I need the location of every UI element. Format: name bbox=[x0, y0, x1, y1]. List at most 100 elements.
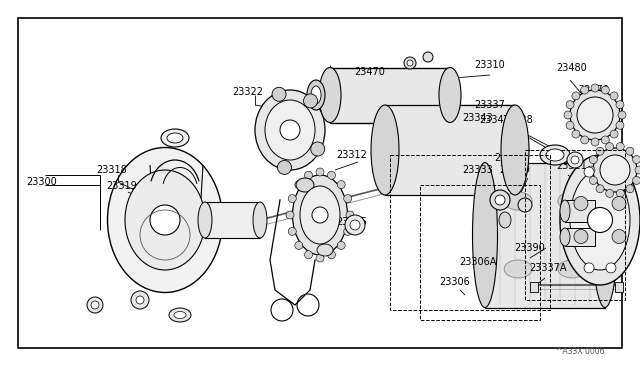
Text: 23343: 23343 bbox=[479, 115, 510, 125]
Ellipse shape bbox=[570, 170, 630, 270]
Ellipse shape bbox=[584, 167, 594, 177]
Text: 23470: 23470 bbox=[579, 85, 609, 95]
Ellipse shape bbox=[300, 186, 340, 244]
Ellipse shape bbox=[540, 145, 570, 165]
Bar bbox=[485, 163, 605, 308]
Ellipse shape bbox=[580, 136, 589, 144]
Ellipse shape bbox=[371, 105, 399, 195]
Text: 23465: 23465 bbox=[337, 217, 367, 227]
Ellipse shape bbox=[612, 230, 626, 244]
Text: 23337A: 23337A bbox=[529, 263, 567, 273]
Ellipse shape bbox=[288, 195, 296, 202]
Ellipse shape bbox=[567, 152, 583, 168]
Ellipse shape bbox=[560, 155, 640, 285]
Ellipse shape bbox=[570, 90, 620, 140]
Ellipse shape bbox=[295, 180, 303, 189]
Ellipse shape bbox=[602, 86, 609, 94]
Text: 23333: 23333 bbox=[463, 165, 493, 175]
Ellipse shape bbox=[292, 175, 348, 255]
Text: 23319: 23319 bbox=[107, 181, 138, 191]
Ellipse shape bbox=[618, 111, 626, 119]
Ellipse shape bbox=[328, 251, 335, 259]
Bar bbox=[330, 68, 450, 123]
Text: 23318: 23318 bbox=[97, 165, 127, 175]
Ellipse shape bbox=[198, 202, 212, 238]
Bar bbox=[390, 155, 550, 310]
Ellipse shape bbox=[345, 215, 365, 235]
Ellipse shape bbox=[167, 133, 183, 143]
Ellipse shape bbox=[574, 230, 588, 244]
Ellipse shape bbox=[337, 180, 345, 189]
Ellipse shape bbox=[314, 216, 336, 234]
Ellipse shape bbox=[288, 227, 296, 235]
Ellipse shape bbox=[328, 171, 335, 179]
Ellipse shape bbox=[546, 149, 564, 161]
Ellipse shape bbox=[344, 227, 352, 235]
Ellipse shape bbox=[305, 251, 312, 259]
Ellipse shape bbox=[596, 147, 604, 155]
Ellipse shape bbox=[319, 67, 341, 122]
Ellipse shape bbox=[404, 57, 416, 69]
Ellipse shape bbox=[587, 166, 595, 174]
Ellipse shape bbox=[253, 202, 267, 238]
Bar bbox=[385, 105, 515, 195]
Ellipse shape bbox=[571, 156, 579, 164]
Ellipse shape bbox=[616, 121, 624, 129]
Ellipse shape bbox=[316, 254, 324, 262]
Bar bbox=[525, 150, 625, 300]
Ellipse shape bbox=[560, 200, 570, 222]
Ellipse shape bbox=[612, 196, 626, 211]
Text: 23480: 23480 bbox=[557, 63, 588, 73]
Ellipse shape bbox=[350, 220, 360, 230]
Ellipse shape bbox=[588, 208, 612, 232]
Ellipse shape bbox=[504, 260, 532, 278]
Ellipse shape bbox=[346, 211, 354, 219]
Ellipse shape bbox=[632, 176, 640, 185]
Ellipse shape bbox=[558, 192, 586, 210]
Ellipse shape bbox=[589, 176, 597, 185]
Text: 23306A: 23306A bbox=[460, 257, 497, 267]
Text: 23390: 23390 bbox=[515, 243, 545, 253]
Ellipse shape bbox=[501, 105, 529, 195]
Ellipse shape bbox=[560, 228, 570, 246]
Bar bbox=[420, 185, 540, 320]
Ellipse shape bbox=[593, 163, 618, 308]
Ellipse shape bbox=[574, 196, 588, 211]
Ellipse shape bbox=[566, 121, 574, 129]
Bar bbox=[18, 18, 622, 348]
Ellipse shape bbox=[616, 189, 625, 198]
Ellipse shape bbox=[286, 211, 294, 219]
Ellipse shape bbox=[610, 92, 618, 100]
Text: 23470: 23470 bbox=[355, 67, 385, 77]
Bar bbox=[565, 228, 595, 246]
Ellipse shape bbox=[295, 241, 303, 249]
Ellipse shape bbox=[278, 160, 291, 174]
Ellipse shape bbox=[150, 205, 180, 235]
Ellipse shape bbox=[125, 170, 205, 270]
Ellipse shape bbox=[439, 67, 461, 122]
Text: 23312: 23312 bbox=[337, 150, 367, 160]
Ellipse shape bbox=[626, 185, 634, 193]
Ellipse shape bbox=[558, 260, 586, 278]
Ellipse shape bbox=[577, 97, 613, 133]
Ellipse shape bbox=[626, 147, 634, 155]
Ellipse shape bbox=[91, 301, 99, 309]
Text: 23337: 23337 bbox=[475, 100, 506, 110]
Text: 23338: 23338 bbox=[502, 115, 533, 125]
Ellipse shape bbox=[580, 86, 589, 94]
Ellipse shape bbox=[136, 296, 144, 304]
Ellipse shape bbox=[495, 195, 505, 205]
Ellipse shape bbox=[566, 101, 574, 109]
Ellipse shape bbox=[317, 244, 333, 256]
Ellipse shape bbox=[602, 136, 609, 144]
Ellipse shape bbox=[606, 167, 616, 177]
Bar bbox=[530, 282, 538, 292]
Ellipse shape bbox=[564, 111, 572, 119]
Ellipse shape bbox=[605, 142, 614, 151]
Text: 23300: 23300 bbox=[27, 177, 58, 187]
Ellipse shape bbox=[161, 129, 189, 147]
Ellipse shape bbox=[337, 241, 345, 249]
Text: ^A33X 0006: ^A33X 0006 bbox=[557, 347, 605, 356]
Ellipse shape bbox=[610, 130, 618, 138]
Ellipse shape bbox=[490, 190, 510, 210]
